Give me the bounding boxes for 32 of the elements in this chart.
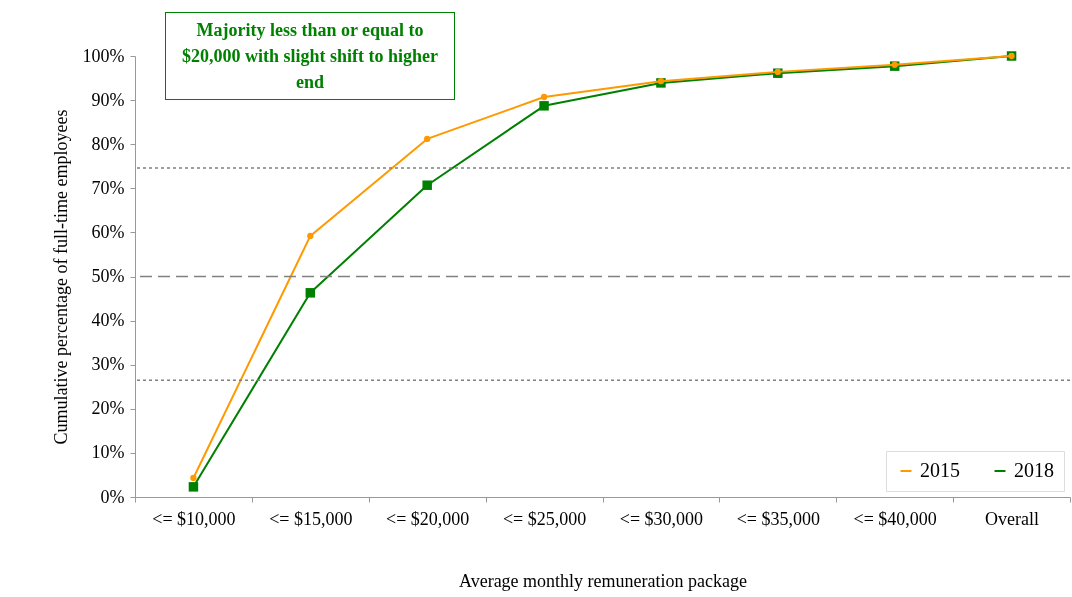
legend-label: 2018 xyxy=(1014,459,1054,481)
x-tick-label: <= $40,000 xyxy=(853,508,937,529)
y-tick-label: 60% xyxy=(91,221,125,242)
y-tick-label: 70% xyxy=(91,177,125,198)
y-tick-label: 10% xyxy=(91,442,125,463)
point xyxy=(190,474,197,482)
y-tick-label: 90% xyxy=(91,89,125,110)
y-tick-label: 50% xyxy=(91,266,125,286)
point xyxy=(539,101,549,111)
x-tick-label: <= $20,000 xyxy=(386,508,470,529)
annotation: Majority less than or equal to $20,000 with slight shift to higher end xyxy=(165,12,455,100)
x-tick-label: <= $35,000 xyxy=(736,508,820,529)
x-tick-label: Overall xyxy=(985,508,1040,529)
point xyxy=(424,135,431,143)
x-axis-title: Average monthly remuneration package xyxy=(458,570,748,591)
x-tick-label: <= $25,000 xyxy=(502,508,587,529)
y-tick-label: 40% xyxy=(91,310,125,331)
y-axis-title: Cumulative percentage of full-time employees xyxy=(50,109,71,445)
x-tick-label: <= $10,000 xyxy=(152,508,236,529)
y-tick-label: 0% xyxy=(100,486,125,507)
y-tick-label: 100% xyxy=(82,45,125,66)
point xyxy=(422,180,432,190)
y-tick-label: 80% xyxy=(91,133,125,154)
point xyxy=(307,232,314,240)
legend-label: 2015 xyxy=(920,459,960,481)
x-tick-label: <= $30,000 xyxy=(619,508,704,529)
point xyxy=(305,288,316,298)
point xyxy=(188,482,199,492)
y-tick-label: 30% xyxy=(91,354,125,375)
x-tick-label: <= $15,000 xyxy=(269,508,353,529)
y-tick-label: 20% xyxy=(91,398,125,419)
point xyxy=(540,93,548,101)
